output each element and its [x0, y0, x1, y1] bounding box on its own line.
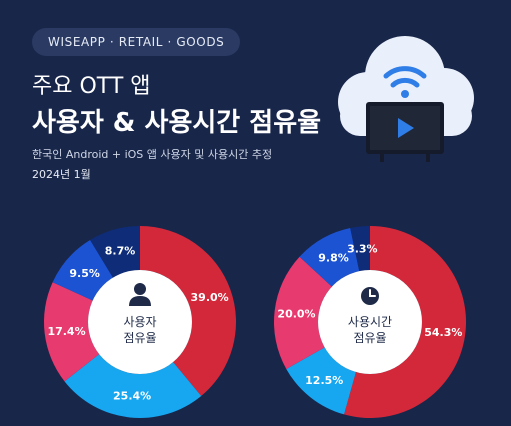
- time-share-donut-chart: 사용시간 점유율 54.3% 12.5% 20.0% 9.8% 3.3%: [270, 222, 470, 422]
- time-slice-1: [286, 347, 356, 415]
- users-center-line-1: 사용자: [123, 315, 156, 329]
- users-slice-label-1: 25.4%: [113, 390, 151, 403]
- title-line-2: 사용자 & 사용시간 점유율: [32, 108, 322, 138]
- users-slice-4: [90, 226, 140, 278]
- users-donut-svg: 사용자 점유율 39.0% 25.4% 17.4% 9.5% 8.7%: [43, 226, 237, 418]
- time-slice-2: [274, 256, 332, 369]
- time-center-disc: [318, 270, 422, 374]
- users-slice-label-4: 8.7%: [105, 245, 136, 258]
- users-slice-label-2: 17.4%: [47, 325, 85, 338]
- time-slice-label-1: 12.5%: [305, 374, 343, 387]
- users-slice-2: [43, 282, 100, 382]
- users-center-line-2: 점유율: [123, 331, 156, 345]
- time-slice-label-0: 54.3%: [424, 326, 462, 339]
- time-center-line-1: 사용시간: [348, 315, 392, 329]
- subtitle: 한국인 Android + iOS 앱 사용자 및 사용시간 추정: [32, 148, 273, 161]
- time-slice-label-4: 3.3%: [347, 242, 378, 255]
- time-center-line-2: 점유율: [353, 331, 386, 345]
- time-slices: [274, 226, 466, 418]
- users-share-donut-chart: 사용자 점유율 39.0% 25.4% 17.4% 9.5% 8.7%: [40, 222, 240, 422]
- users-slice-3: [52, 239, 113, 301]
- users-slice-label-3: 9.5%: [69, 267, 100, 280]
- users-slice-0: [140, 226, 237, 396]
- report-date: 2024년 1월: [32, 168, 91, 181]
- time-slice-label-3: 9.8%: [318, 252, 349, 265]
- users-center-disc: [88, 270, 192, 374]
- person-icon: [129, 283, 151, 306]
- time-slice-0: [344, 226, 466, 418]
- cloud-tv-wifi-icon: [338, 36, 474, 162]
- time-slice-4: [350, 226, 370, 272]
- hero-illustration: [320, 24, 490, 174]
- users-labels: 39.0% 25.4% 17.4% 9.5% 8.7%: [47, 245, 228, 403]
- title-line-1: 주요 OTT 앱: [32, 74, 151, 99]
- time-slice-3: [299, 228, 360, 287]
- brand-pill: WISEAPP · RETAIL · GOODS: [32, 28, 241, 56]
- clock-icon: [361, 287, 379, 305]
- time-donut-svg: 사용시간 점유율 54.3% 12.5% 20.0% 9.8%3.3%: [274, 226, 466, 418]
- users-slice-label-0: 39.0%: [191, 291, 229, 304]
- time-labels: 54.3% 12.5% 20.0% 9.8%3.3%: [277, 242, 462, 387]
- time-slice-label-2: 20.0%: [277, 307, 315, 320]
